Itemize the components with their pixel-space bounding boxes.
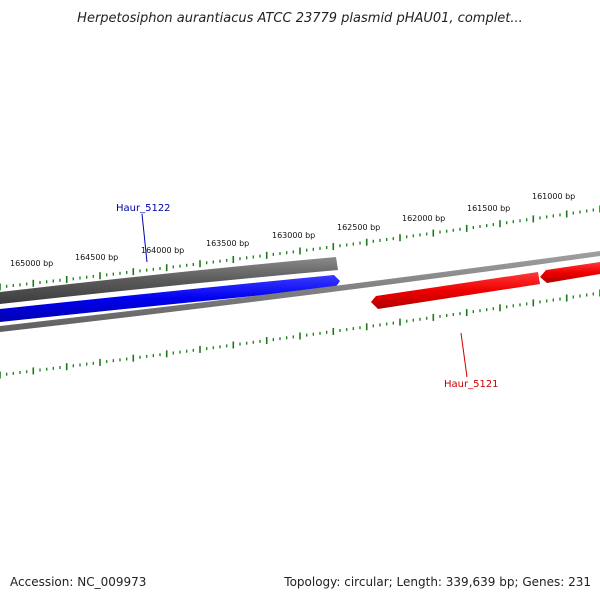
gene-haur-5121[interactable]	[371, 272, 540, 309]
scale-label: 162500 bp	[337, 223, 380, 232]
map-title: Herpetosiphon aurantiacus ATCC 23779 pla…	[77, 11, 523, 26]
scale-label: 161500 bp	[467, 204, 510, 213]
scale-labels: 165000 bp 164500 bp 164000 bp 163500 bp …	[10, 192, 575, 268]
scale-label: 161000 bp	[532, 192, 575, 201]
cds-band-gray	[0, 257, 338, 304]
gene-leader-haur-5121	[460, 332, 468, 378]
gene-red-adjacent[interactable]	[540, 262, 600, 283]
gene-label-haur-5121[interactable]: Haur_5121	[444, 379, 499, 390]
scale-label: 163500 bp	[206, 239, 249, 248]
scale-label: 163000 bp	[272, 231, 315, 240]
scale-label: 165000 bp	[10, 259, 53, 268]
accession-text: Accession: NC_009973	[10, 575, 146, 589]
scale-label: 164000 bp	[141, 246, 184, 255]
outer-scale-ticks	[0, 205, 600, 291]
backbone-line	[0, 251, 600, 332]
topology-summary: Topology: circular; Length: 339,639 bp; …	[283, 575, 591, 589]
scale-label: 164500 bp	[75, 253, 118, 262]
gene-label-haur-5122[interactable]: Haur_5122	[116, 203, 171, 214]
scale-label: 162000 bp	[402, 214, 445, 223]
inner-scale-ticks	[0, 289, 600, 379]
gene-haur-5122[interactable]	[0, 275, 340, 322]
gene-leader-haur-5122	[141, 213, 148, 263]
